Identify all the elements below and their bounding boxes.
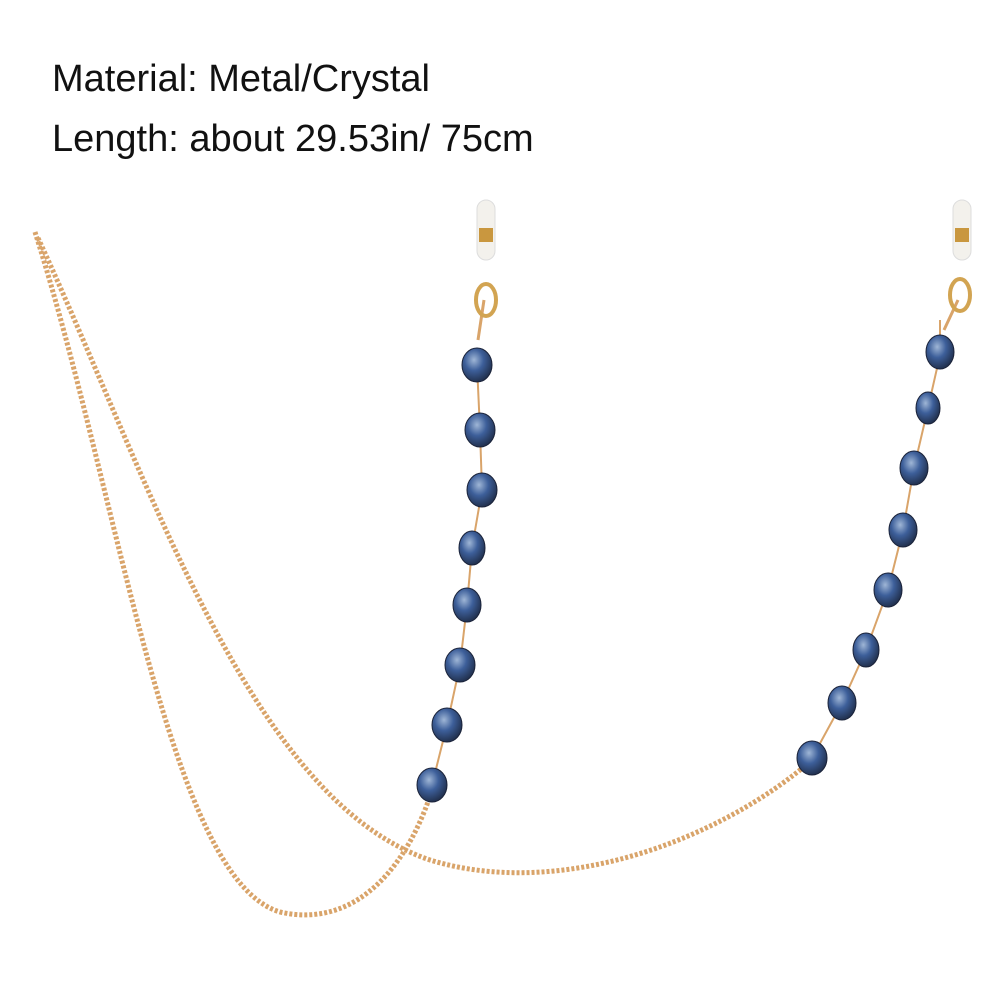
material-text: Material: Metal/Crystal bbox=[52, 58, 430, 100]
length-text: Length: about 29.53in/ 75cm bbox=[52, 118, 534, 160]
beads bbox=[416, 334, 955, 803]
chain bbox=[32, 231, 960, 918]
clasps bbox=[474, 199, 972, 318]
